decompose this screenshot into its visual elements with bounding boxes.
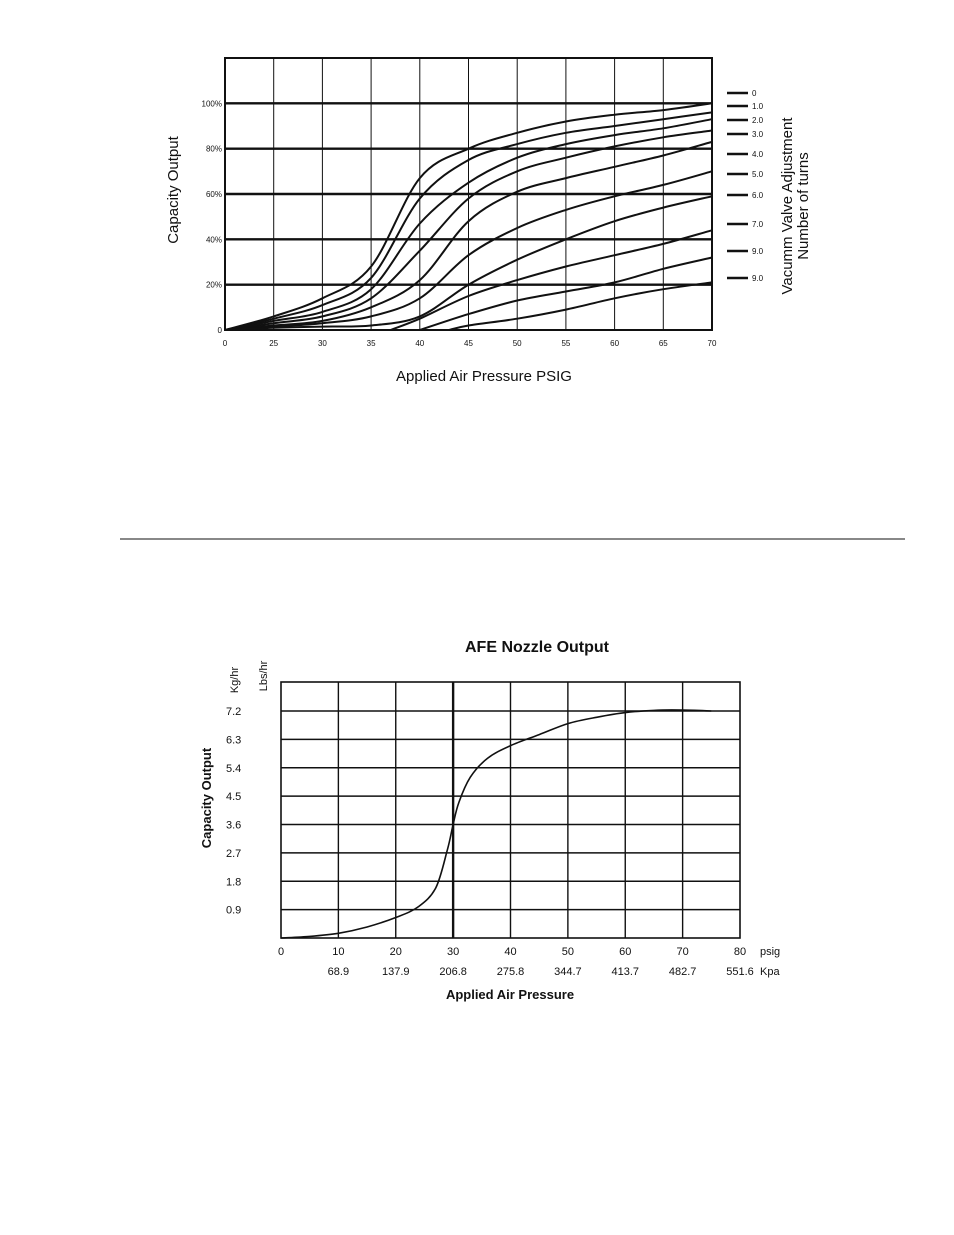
afe-kpa-tick: 551.6 (726, 966, 754, 978)
capacity-chart-y-label: Capacity Output (165, 135, 182, 243)
capacity-chart-series (224, 102, 713, 331)
afe-chart-x-label: Applied Air Pressure (446, 987, 574, 1002)
afe-x-tick: 60 (619, 946, 631, 958)
capacity-series-line (224, 102, 713, 331)
capacity-x-tick: 45 (464, 339, 473, 348)
afe-chart-grid (280, 681, 741, 939)
capacity-x-tick: 65 (659, 339, 668, 348)
capacity-series-line (390, 229, 713, 331)
capacity-x-tick: 25 (269, 339, 278, 348)
afe-kpa-tick: 413.7 (611, 966, 639, 978)
capacity-chart-x-label: Applied Air Pressure PSIG (396, 368, 572, 385)
psig-unit-label: psig (760, 946, 780, 958)
afe-chart-kpa-ticks: 68.9 137.9 206.8 275.8 344.7 413.7 482.7 551.6 (328, 966, 754, 978)
afe-kpa-tick: 482.7 (669, 966, 697, 978)
legend-label: 6.0 (752, 191, 764, 200)
afe-y-tick: 4.5 (226, 791, 241, 803)
capacity-series-line (448, 281, 713, 331)
afe-y-tick: 0.9 (226, 905, 241, 917)
legend-label: 5.0 (752, 170, 764, 179)
capacity-y-tick: 0 (218, 326, 223, 335)
afe-kpa-tick: 206.8 (439, 966, 467, 978)
afe-y-tick: 6.3 (226, 734, 241, 746)
kg-unit-label: Kg/hr (229, 667, 241, 694)
afe-x-tick: 0 (278, 946, 284, 958)
afe-x-tick: 40 (504, 946, 516, 958)
afe-y-tick: 7.2 (226, 706, 241, 718)
capacity-y-tick: 60% (206, 190, 222, 199)
capacity-series-line (224, 129, 713, 331)
afe-x-tick: 80 (734, 946, 746, 958)
capacity-x-tick: 40 (415, 339, 424, 348)
afe-chart-title: AFE Nozzle Output (465, 639, 610, 656)
afe-series-line (280, 709, 712, 939)
capacity-chart-legend: 0 1.0 2.0 3.0 4.0 5.0 6.0 7.0 9.0 9.0 (727, 89, 764, 283)
afe-y-tick: 2.7 (226, 848, 241, 860)
afe-nozzle-chart: AFE Nozzle Output 0 10 20 30 40 50 60 70 80 68.9… (199, 639, 780, 1002)
afe-x-tick: 70 (677, 946, 689, 958)
capacity-chart-y-ticks: 0 20% 40% 60% 80% 100% (202, 99, 223, 335)
capacity-y-tick: 20% (206, 281, 222, 290)
afe-kpa-tick: 137.9 (382, 966, 410, 978)
capacity-series-line (224, 140, 713, 331)
capacity-chart-x-ticks: 0 25 30 35 40 45 50 55 60 65 70 (223, 339, 717, 348)
capacity-x-tick: 50 (513, 339, 522, 348)
legend-label: 9.0 (752, 274, 764, 283)
afe-y-tick: 5.4 (226, 763, 241, 775)
afe-kpa-tick: 68.9 (328, 966, 349, 978)
afe-chart-y-label: Capacity Output (199, 747, 214, 848)
capacity-x-tick: 55 (561, 339, 570, 348)
capacity-series-line (224, 170, 713, 331)
legend-label: 4.0 (752, 150, 764, 159)
afe-x-tick: 30 (447, 946, 459, 958)
capacity-x-tick: 35 (367, 339, 376, 348)
legend-label: 1.0 (752, 102, 764, 111)
afe-x-tick: 10 (332, 946, 344, 958)
capacity-series-line (224, 195, 713, 331)
capacity-chart-grid (224, 57, 713, 331)
legend-label: 2.0 (752, 116, 764, 125)
kpa-unit-label: Kpa (760, 966, 780, 978)
capacity-series-line (224, 111, 713, 331)
capacity-y-tick: 40% (206, 235, 222, 244)
afe-x-tick: 20 (390, 946, 402, 958)
capacity-series-line (224, 118, 713, 331)
afe-y-tick: 1.8 (226, 876, 241, 888)
capacity-y-tick: 100% (202, 99, 222, 108)
legend-label: 7.0 (752, 220, 764, 229)
afe-kpa-tick: 344.7 (554, 966, 582, 978)
afe-kpa-tick: 275.8 (497, 966, 525, 978)
capacity-series-line (419, 256, 713, 331)
capacity-y-tick: 80% (206, 145, 222, 154)
legend-subtitle: Number of turns (795, 152, 812, 260)
legend-label: 0 (752, 89, 757, 98)
capacity-x-tick: 0 (223, 339, 228, 348)
afe-y-tick: 3.6 (226, 820, 241, 832)
afe-x-tick: 50 (562, 946, 574, 958)
capacity-x-tick: 30 (318, 339, 327, 348)
legend-title: Vacumm Valve Adjustment (779, 117, 796, 295)
legend-label: 9.0 (752, 247, 764, 256)
afe-chart-series (280, 709, 712, 939)
capacity-x-tick: 60 (610, 339, 619, 348)
afe-chart-y-ticks: 0.9 1.8 2.7 3.6 4.5 5.4 6.3 7.2 (226, 706, 241, 917)
legend-label: 3.0 (752, 130, 764, 139)
afe-chart-x-ticks: 0 10 20 30 40 50 60 70 80 (278, 946, 746, 958)
lbs-unit-label: Lbs/hr (258, 660, 270, 691)
capacity-x-tick: 70 (708, 339, 717, 348)
capacity-chart: 0 25 30 35 40 45 50 55 60 65 70 020%40%60%80%100% … (165, 57, 812, 385)
